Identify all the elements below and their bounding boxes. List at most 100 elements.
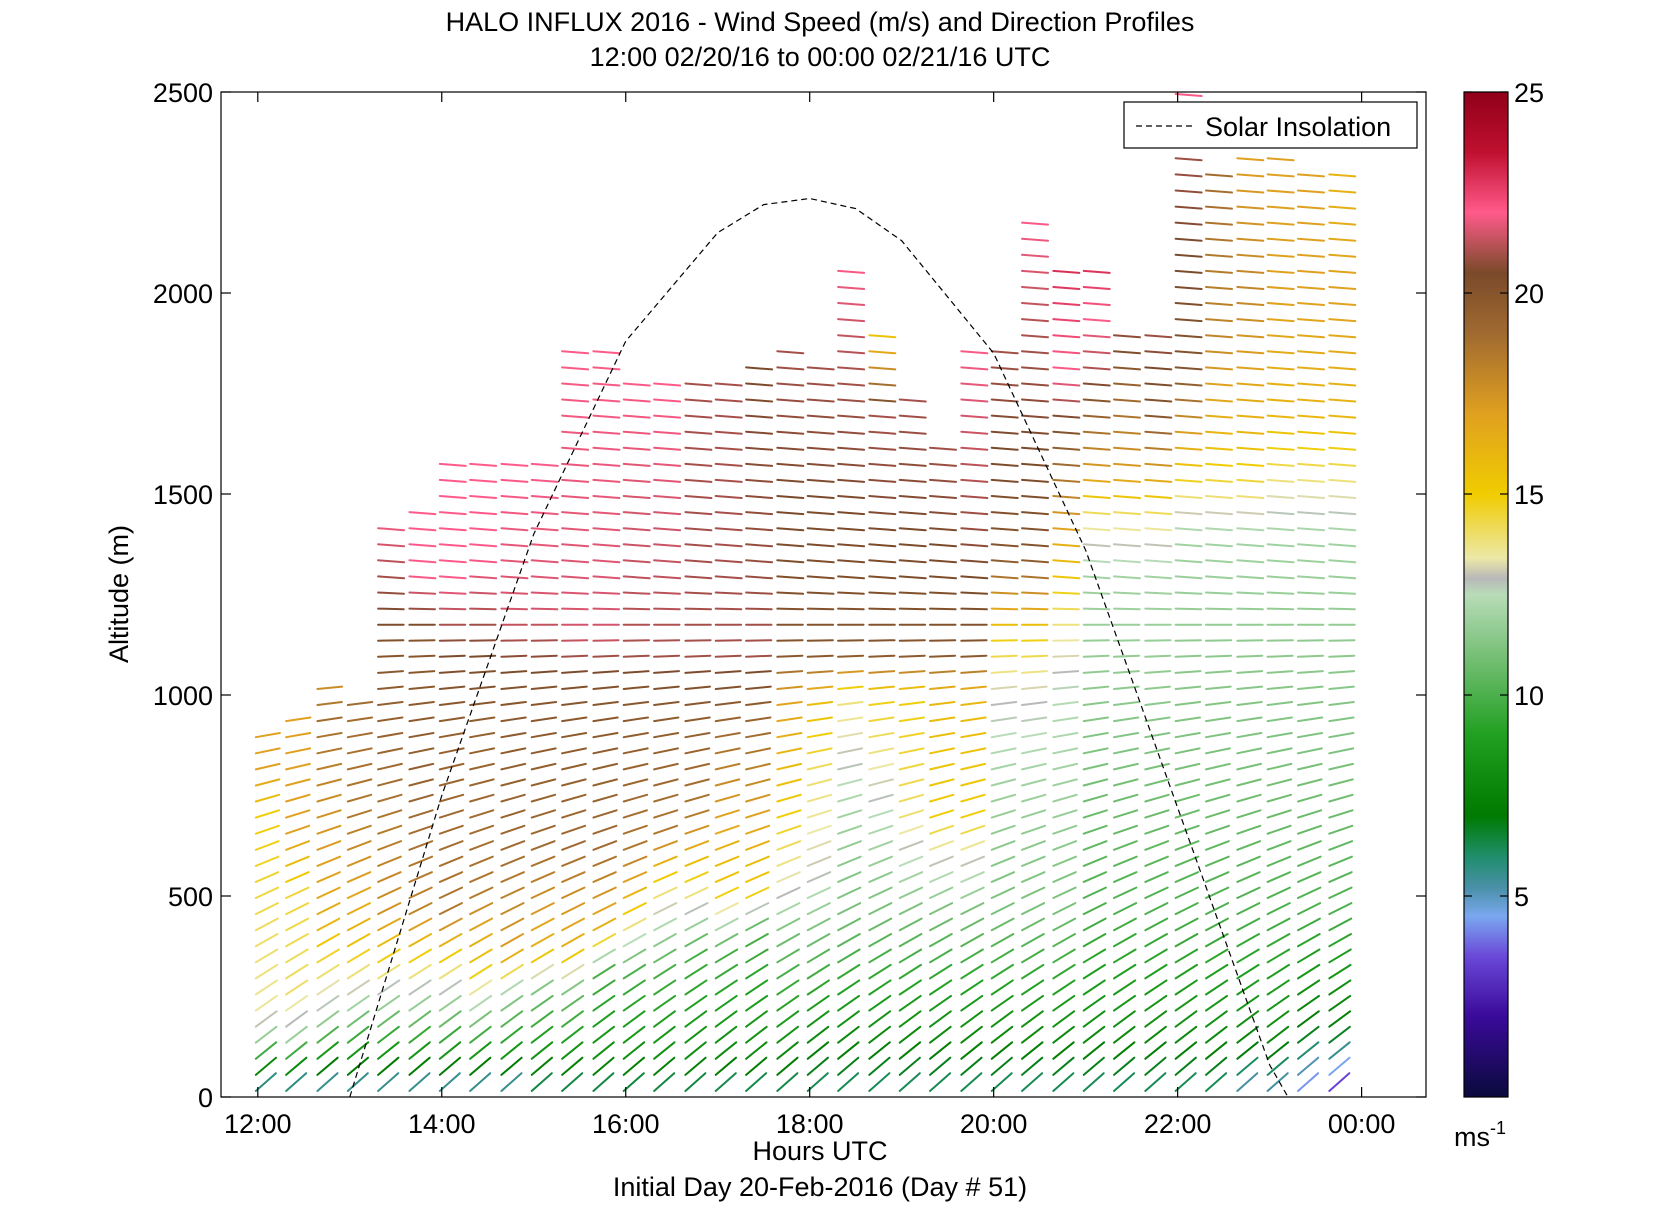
wind-barb (868, 527, 897, 532)
wind-barb (1266, 1072, 1289, 1092)
wind-barb (1236, 591, 1265, 595)
wind-barb (1266, 189, 1295, 194)
wind-barb (1266, 173, 1295, 178)
wind-barb (1113, 948, 1137, 964)
wind-barb (1236, 382, 1265, 387)
wind-barb (929, 685, 956, 690)
wind-barb (806, 701, 834, 706)
wind-barb (806, 1056, 829, 1076)
wind-barb (960, 559, 989, 564)
wind-barb (285, 933, 309, 948)
wind-barb (1082, 778, 1109, 787)
wind-barb (1266, 559, 1295, 564)
wind-barb (898, 778, 925, 787)
wind-barb (868, 382, 897, 387)
wind-barb (929, 917, 953, 932)
wind-barb (316, 701, 343, 706)
wind-barb (1144, 933, 1168, 948)
wind-barb (377, 685, 404, 690)
wind-barb (592, 948, 616, 964)
wind-barb (622, 495, 651, 499)
wind-barb (408, 1056, 431, 1076)
wind-barb (254, 1010, 278, 1028)
wind-barb (745, 886, 770, 899)
wind-barb (745, 1041, 768, 1060)
wind-barb (316, 762, 343, 771)
wind-barb (622, 575, 651, 580)
wind-barb (377, 824, 403, 835)
wind-barb (530, 979, 554, 996)
wind-barb (1021, 478, 1049, 483)
wind-barb (1297, 902, 1322, 916)
wind-barb (653, 762, 679, 771)
wind-barb (776, 886, 801, 899)
wind-barb (1266, 157, 1295, 162)
wind-barb (1266, 778, 1293, 787)
wind-barb (1144, 1025, 1167, 1044)
wind-barb (1082, 446, 1111, 451)
wind-barb (1144, 382, 1173, 387)
wind-barb (592, 654, 620, 658)
wind-barb (1052, 902, 1077, 916)
wind-barb (346, 917, 371, 932)
wind-barb (714, 701, 742, 706)
wind-barb (1113, 446, 1141, 451)
wind-barb (868, 478, 897, 483)
wind-barb (469, 1056, 492, 1076)
wind-barb (1082, 511, 1111, 516)
wind-barb (561, 902, 586, 916)
wind-barb (684, 855, 709, 867)
wind-barb (653, 793, 679, 803)
wind-barb (1266, 902, 1291, 916)
wind-barb (530, 495, 559, 499)
wind-barb (1021, 286, 1049, 290)
wind-barb (1113, 685, 1140, 690)
wind-barb (837, 446, 866, 451)
wind-barb (254, 793, 281, 803)
wind-barb (1297, 478, 1325, 483)
wind-barb (1021, 948, 1045, 964)
wind-barb (469, 591, 497, 595)
wind-barb (1236, 824, 1262, 835)
wind-barb (1082, 559, 1111, 564)
wind-barb (806, 824, 832, 835)
wind-barb (898, 1056, 921, 1076)
wind-barb (561, 446, 590, 451)
wind-barb (1236, 701, 1263, 706)
wind-barb (745, 840, 770, 851)
wind-barb (960, 732, 987, 739)
wind-barb (898, 979, 922, 996)
wind-barb (653, 917, 677, 932)
wind-barb (469, 639, 497, 642)
wind-barb (960, 350, 989, 355)
wind-barb (1205, 253, 1233, 258)
wind-barb (806, 747, 833, 755)
wind-barb (469, 716, 496, 723)
wind-barb (776, 979, 800, 996)
wind-barb (1144, 1072, 1167, 1092)
wind-barb (592, 462, 621, 467)
wind-barb (1052, 1056, 1075, 1076)
wind-barb (530, 559, 559, 564)
wind-barb (898, 716, 925, 723)
wind-barb (1328, 1010, 1352, 1028)
wind-barb (960, 716, 987, 723)
wind-barb (990, 1056, 1013, 1076)
wind-barb (1236, 917, 1261, 932)
wind-barb (1297, 269, 1325, 274)
wind-barb (714, 917, 739, 932)
wind-barb (1205, 495, 1233, 499)
wind-barb (1052, 994, 1076, 1012)
wind-barb (377, 1041, 400, 1060)
wind-barb (1328, 446, 1357, 451)
wind-barb (622, 462, 651, 467)
wind-barb (1205, 462, 1233, 467)
wind-barb (377, 670, 404, 674)
wind-barb (622, 762, 649, 771)
wind-barb (684, 1072, 707, 1092)
wind-barb (1082, 639, 1110, 642)
wind-barb (561, 639, 589, 642)
wind-barb (960, 747, 987, 755)
wind-barb (1144, 855, 1169, 867)
